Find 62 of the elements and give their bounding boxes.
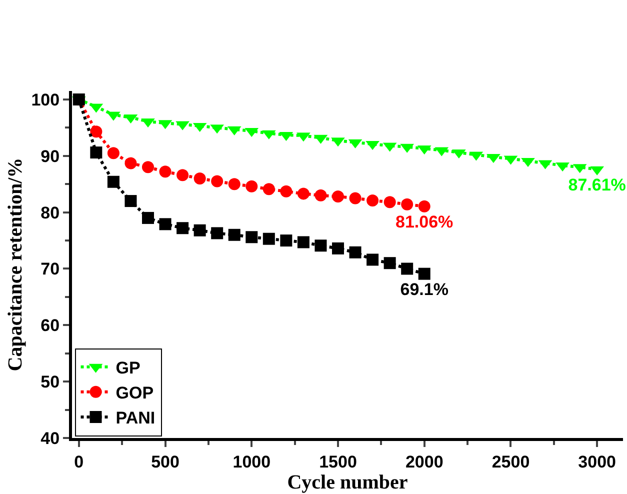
- point: [159, 218, 172, 230]
- point: [90, 126, 102, 138]
- y-tick-label: 100: [31, 90, 60, 110]
- point: [280, 234, 292, 247]
- x-axis-title: Cycle number: [287, 471, 408, 494]
- y-tick-label: 80: [40, 203, 60, 222]
- point: [262, 183, 275, 196]
- x-tick-label: 0: [74, 452, 84, 472]
- point: [124, 157, 137, 170]
- point: [107, 147, 120, 160]
- legend-label: PANI: [116, 408, 156, 428]
- point: [211, 175, 224, 188]
- data-label: 87.61%: [568, 176, 626, 195]
- y-tick-label: 90: [40, 146, 60, 166]
- point: [349, 246, 362, 258]
- point: [142, 212, 154, 224]
- point: [176, 169, 189, 182]
- point: [194, 172, 206, 184]
- data-label: 69.1%: [400, 280, 448, 300]
- point: [366, 194, 379, 206]
- point: [332, 242, 344, 254]
- x-tick-label: 1000: [232, 452, 271, 472]
- point: [246, 231, 258, 244]
- x-tick-label: 3000: [578, 452, 616, 472]
- point: [314, 189, 327, 202]
- point: [280, 185, 292, 198]
- point: [176, 222, 189, 234]
- point: [332, 190, 344, 203]
- data-label: 81.06%: [396, 212, 454, 232]
- y-tick-label: 50: [40, 372, 60, 392]
- y-tick-label: 60: [40, 316, 60, 336]
- y-tick-label: 40: [40, 428, 60, 448]
- point: [401, 198, 414, 210]
- point: [142, 161, 154, 174]
- point: [366, 254, 379, 266]
- point: [384, 196, 396, 208]
- point: [418, 268, 430, 280]
- x-tick-label: 2500: [492, 452, 530, 472]
- point: [418, 200, 430, 212]
- x-tick-label: 2000: [405, 452, 444, 472]
- point: [194, 224, 206, 236]
- point: [314, 240, 327, 252]
- x-tick-label: 1500: [319, 452, 357, 472]
- point: [90, 146, 102, 158]
- point: [401, 262, 414, 275]
- point: [107, 176, 120, 188]
- point: [246, 180, 258, 192]
- point: [297, 236, 310, 248]
- point: [297, 188, 310, 200]
- point: [159, 166, 172, 178]
- legend-label: GP: [116, 358, 140, 378]
- y-tick-label: 70: [40, 260, 60, 279]
- point: [228, 228, 240, 241]
- point: [228, 178, 240, 190]
- point: [124, 195, 137, 208]
- y-axis-title: Capacitance retention/%: [4, 158, 27, 372]
- point: [211, 227, 224, 240]
- point: [262, 232, 275, 245]
- x-tick-label: 500: [151, 452, 180, 472]
- legend-label: GOP: [116, 384, 154, 403]
- point: [349, 192, 362, 204]
- point: [384, 257, 396, 270]
